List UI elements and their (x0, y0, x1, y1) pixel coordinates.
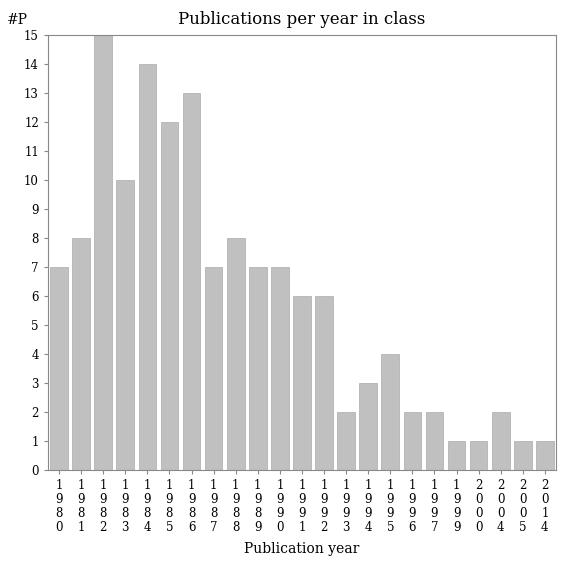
Bar (359, 383, 377, 469)
X-axis label: Publication year: Publication year (244, 542, 359, 556)
Bar (337, 412, 355, 469)
Bar (50, 267, 68, 469)
Bar (138, 64, 156, 469)
Bar (492, 412, 510, 469)
Bar (404, 412, 421, 469)
Bar (249, 267, 266, 469)
Bar (448, 441, 466, 469)
Bar (315, 296, 333, 469)
Bar (382, 354, 399, 469)
Bar (293, 296, 311, 469)
Title: Publications per year in class: Publications per year in class (178, 11, 426, 28)
Bar (470, 441, 488, 469)
Bar (72, 238, 90, 469)
Bar (116, 180, 134, 469)
Bar (205, 267, 222, 469)
Bar (514, 441, 532, 469)
Bar (271, 267, 289, 469)
Bar (160, 122, 178, 469)
Bar (426, 412, 443, 469)
Y-axis label: #P: #P (7, 12, 28, 27)
Bar (227, 238, 244, 469)
Bar (94, 35, 112, 469)
Bar (536, 441, 554, 469)
Bar (183, 93, 200, 469)
